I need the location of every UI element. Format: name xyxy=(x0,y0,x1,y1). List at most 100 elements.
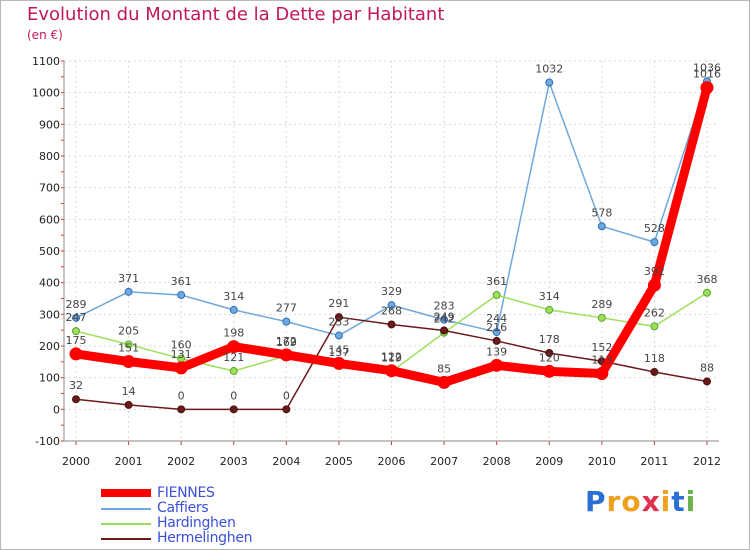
data-point-fiennes xyxy=(385,364,398,378)
data-label-hermelinghen: 0 xyxy=(283,389,290,402)
proxiti-logo: Proxiti xyxy=(585,485,696,518)
data-label-fiennes: 113 xyxy=(591,354,612,367)
data-label-caffiers: 283 xyxy=(434,300,455,313)
legend-swatch xyxy=(101,489,151,497)
data-point-caffiers xyxy=(229,305,238,314)
logo-letter: r xyxy=(606,485,622,518)
data-point-caffiers xyxy=(492,328,501,337)
data-point-fiennes xyxy=(174,361,188,375)
data-point-hermelinghen xyxy=(545,348,554,357)
y-tick-label: 900 xyxy=(39,118,60,131)
data-label-hermelinghen: 268 xyxy=(381,304,402,317)
x-tick-label: 2006 xyxy=(378,455,406,468)
y-tick-label: -100 xyxy=(35,435,60,448)
data-label-caffiers: 233 xyxy=(328,316,349,329)
data-label-caffiers: 244 xyxy=(486,312,507,325)
data-labels: 175 151 131 198 172 145 122 85 139 120 113 392 1016 2… xyxy=(66,61,722,402)
data-point-hardinghen xyxy=(72,327,80,336)
data-label-fiennes: 392 xyxy=(644,265,665,278)
data-point-hardinghen xyxy=(124,340,133,349)
data-point-fiennes xyxy=(700,81,714,95)
data-label-hermelinghen: 14 xyxy=(122,385,136,398)
data-label-fiennes: 175 xyxy=(66,334,87,347)
data-point-hermelinghen xyxy=(492,336,501,345)
series-lines xyxy=(69,77,714,414)
logo-letter: o xyxy=(621,485,642,518)
data-point-hermelinghen xyxy=(334,313,343,322)
data-label-fiennes: 120 xyxy=(539,351,560,364)
data-point-caffiers xyxy=(545,78,554,87)
x-tick-label: 2009 xyxy=(535,455,563,468)
data-label-hermelinghen: 152 xyxy=(591,341,612,354)
legend-label: Hardinghen xyxy=(157,515,236,531)
data-point-fiennes xyxy=(647,278,661,292)
legend-swatch xyxy=(101,523,151,525)
data-label-hardinghen: 160 xyxy=(171,339,192,352)
x-tick-label: 2010 xyxy=(588,455,616,468)
chart-title: Evolution du Montant de la Dette par Hab… xyxy=(27,4,445,25)
data-label-caffiers: 289 xyxy=(66,298,87,311)
data-point-fiennes xyxy=(542,364,556,378)
data-label-caffiers: 329 xyxy=(381,285,402,298)
data-point-hermelinghen xyxy=(440,326,449,335)
data-point-hardinghen xyxy=(229,367,238,376)
data-point-hermelinghen xyxy=(282,405,291,414)
data-label-hermelinghen: 88 xyxy=(700,361,714,374)
data-point-hardinghen xyxy=(597,313,606,322)
data-label-hardinghen: 205 xyxy=(118,324,139,337)
data-point-hardinghen xyxy=(650,322,659,331)
x-tick-label: 2003 xyxy=(220,455,248,468)
data-point-fiennes xyxy=(122,355,136,369)
legend-label: Caffiers xyxy=(157,500,209,516)
data-point-hermelinghen xyxy=(177,405,186,414)
data-label-hardinghen: 169 xyxy=(276,336,297,349)
logo-letter: x xyxy=(641,485,661,518)
x-tick-label: 2004 xyxy=(272,455,300,468)
data-point-caffiers xyxy=(650,238,659,247)
data-point-hermelinghen xyxy=(703,377,711,386)
data-point-fiennes xyxy=(227,340,241,354)
data-label-caffiers: 277 xyxy=(276,302,297,315)
data-point-hermelinghen xyxy=(229,405,238,414)
data-point-hardinghen xyxy=(703,288,711,297)
data-point-caffiers xyxy=(597,222,606,231)
chart-unit-label: (en €) xyxy=(27,28,63,42)
data-point-fiennes xyxy=(332,356,346,370)
data-point-hardinghen xyxy=(492,291,501,300)
data-point-fiennes xyxy=(437,375,451,389)
data-point-caffiers xyxy=(440,315,449,324)
data-label-fiennes: 139 xyxy=(486,345,507,358)
data-point-caffiers xyxy=(72,313,80,322)
data-label-caffiers: 361 xyxy=(171,275,192,288)
data-point-hermelinghen xyxy=(387,320,396,329)
logo-letter: i xyxy=(685,485,697,518)
data-label-hermelinghen: 118 xyxy=(644,352,665,365)
x-tick-label: 2012 xyxy=(693,455,721,468)
data-point-caffiers xyxy=(387,301,396,310)
data-label-fiennes: 1016 xyxy=(693,68,721,81)
logo-letter: t xyxy=(671,485,686,518)
data-point-fiennes xyxy=(490,358,504,372)
data-label-hermelinghen: 216 xyxy=(486,321,507,334)
data-label-fiennes: 151 xyxy=(118,342,139,355)
data-label-hardinghen: 242 xyxy=(434,313,455,326)
data-point-caffiers xyxy=(124,287,133,296)
y-tick-label: 300 xyxy=(39,308,60,321)
data-label-hermelinghen: 32 xyxy=(69,379,83,392)
data-label-hardinghen: 247 xyxy=(66,311,87,324)
data-label-hermelinghen: 291 xyxy=(328,297,349,310)
data-label-caffiers: 314 xyxy=(223,290,244,303)
data-label-caffiers: 371 xyxy=(118,272,139,285)
data-label-fiennes: 131 xyxy=(171,348,192,361)
data-label-caffiers: 528 xyxy=(644,222,665,235)
data-point-fiennes xyxy=(69,347,83,361)
data-label-fiennes: 198 xyxy=(223,327,244,340)
y-tick-label: 500 xyxy=(39,245,60,258)
data-label-fiennes: 85 xyxy=(437,362,451,375)
grid-lines xyxy=(64,60,719,442)
x-tick-label: 2002 xyxy=(167,455,195,468)
legend-swatch xyxy=(101,508,151,510)
axes: -100010020030040050060070080090010001100… xyxy=(32,55,721,468)
data-label-hermelinghen: 0 xyxy=(230,389,237,402)
